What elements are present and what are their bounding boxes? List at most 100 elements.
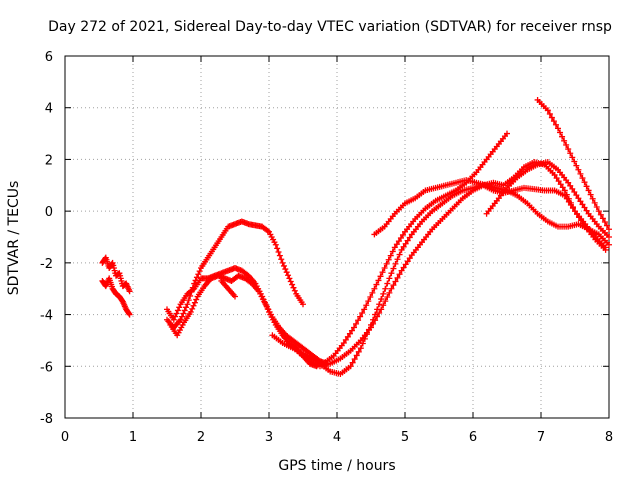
data-point [572,208,578,215]
data-point [300,301,306,308]
data-point [126,311,133,318]
data-point [180,310,187,317]
y-tick-label: -4 [40,309,53,324]
data-point [280,262,287,269]
data-point [587,191,594,198]
data-point [577,198,584,205]
data-point [126,288,133,295]
data-point [553,175,560,182]
data-point [400,264,407,271]
data-point [567,150,574,157]
data-point [384,280,391,287]
data-point [382,285,389,292]
data-point [398,246,405,253]
data-point [394,256,401,263]
data-point [286,275,293,282]
data-point [396,251,403,258]
data-point [565,146,572,153]
series-track-6 [218,277,238,300]
data-point [378,296,385,303]
data-point [394,274,401,281]
data-point [565,198,572,205]
data-point [397,235,404,242]
data-point [557,181,564,188]
data-point [176,304,183,311]
data-point [392,260,399,267]
data-point [193,274,200,281]
x-tick-label: 2 [197,430,205,445]
data-point [275,248,282,255]
axis-ticks [64,55,610,419]
x-tick-label: 0 [61,430,69,445]
data-point [353,320,360,327]
x-tick-label: 1 [129,430,137,445]
series-track-12 [534,96,612,233]
y-tick-label: 0 [45,205,53,220]
data-point [591,199,598,206]
data-point [603,222,610,229]
series-line [166,220,304,329]
data-point [173,310,180,317]
y-tick-labels: -8 -6 -4 -2 0 2 4 6 [40,50,53,427]
data-point [504,130,510,137]
data-point [278,256,285,263]
data-point [585,187,592,194]
data-point [376,310,383,317]
data-point [285,272,292,279]
data-point [390,265,397,272]
y-tick-label: -2 [40,257,53,272]
data-point [382,298,389,305]
data-point [383,260,390,267]
data-point [393,241,400,248]
data-point [599,215,606,222]
data-point [365,326,372,333]
data-point [357,345,364,352]
series-track-2 [99,275,133,318]
series-track-5 [167,272,330,367]
data-point [606,241,612,248]
y-tick-label: 2 [45,153,53,168]
data-point [555,125,561,132]
data-point [346,330,353,337]
data-point [583,183,590,190]
data-point [567,182,574,189]
data-point [361,335,368,342]
data-point [606,234,612,240]
data-point [404,237,411,244]
data-point [569,185,576,192]
data-point [396,271,403,278]
data-point [544,107,551,114]
data-point [392,278,399,285]
data-point [359,310,366,317]
data-point [282,266,289,273]
data-point [371,285,378,292]
data-point [196,268,203,275]
data-point [289,281,296,288]
data-series [99,96,612,378]
data-point [125,310,132,317]
data-point [406,234,413,241]
data-point [290,284,297,291]
data-point [347,363,354,370]
series-track-8 [286,159,609,370]
data-point [369,289,376,296]
data-point [361,306,368,313]
data-point [561,187,568,194]
data-point [287,278,294,285]
data-point [183,304,190,311]
data-point [375,277,382,284]
data-point [374,306,381,313]
data-point [232,293,238,300]
data-point [402,261,409,268]
data-point [195,271,202,278]
data-point [276,252,283,259]
data-point [351,356,358,363]
data-point [578,217,585,224]
y-tick-label: 4 [45,102,53,117]
data-point [359,340,366,347]
data-point [390,282,397,289]
data-point [353,352,360,359]
data-point [379,269,386,276]
data-point [274,245,281,252]
